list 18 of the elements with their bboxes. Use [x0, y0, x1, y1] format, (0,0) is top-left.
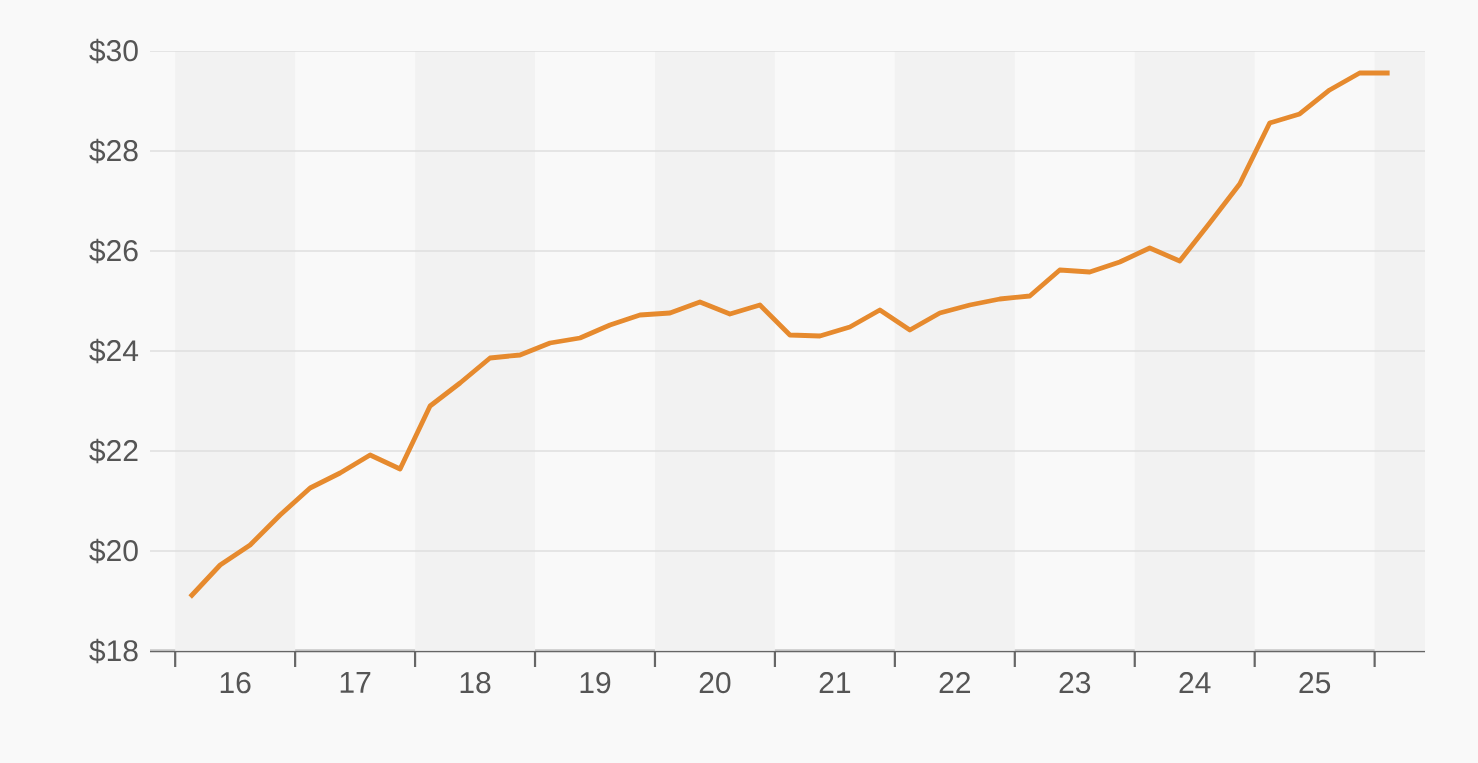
line-series: [187, 70, 1393, 600]
y-tick-label: $30: [89, 38, 138, 64]
y-tick-label: $24: [89, 338, 139, 364]
y-tick-label: $18: [89, 638, 138, 664]
x-tick-label: 21: [819, 672, 851, 693]
x-tick-label: 17: [340, 672, 371, 693]
x-tick-label: 16: [220, 672, 251, 694]
y-tick-label: $26: [89, 238, 138, 264]
x-tick-label: 20: [699, 672, 731, 694]
y-tick-label: $28: [89, 138, 138, 164]
x-tick-label: 24: [1179, 672, 1211, 693]
x-tick-label: 23: [1059, 672, 1091, 694]
x-tick-label: 25: [1299, 672, 1331, 694]
x-tick-label: 22: [939, 672, 971, 693]
y-tick-label: $22: [89, 438, 138, 464]
x-tick-label: 18: [460, 672, 491, 694]
x-tick-label: 19: [580, 672, 611, 694]
y-tick-label: $20: [89, 538, 138, 564]
